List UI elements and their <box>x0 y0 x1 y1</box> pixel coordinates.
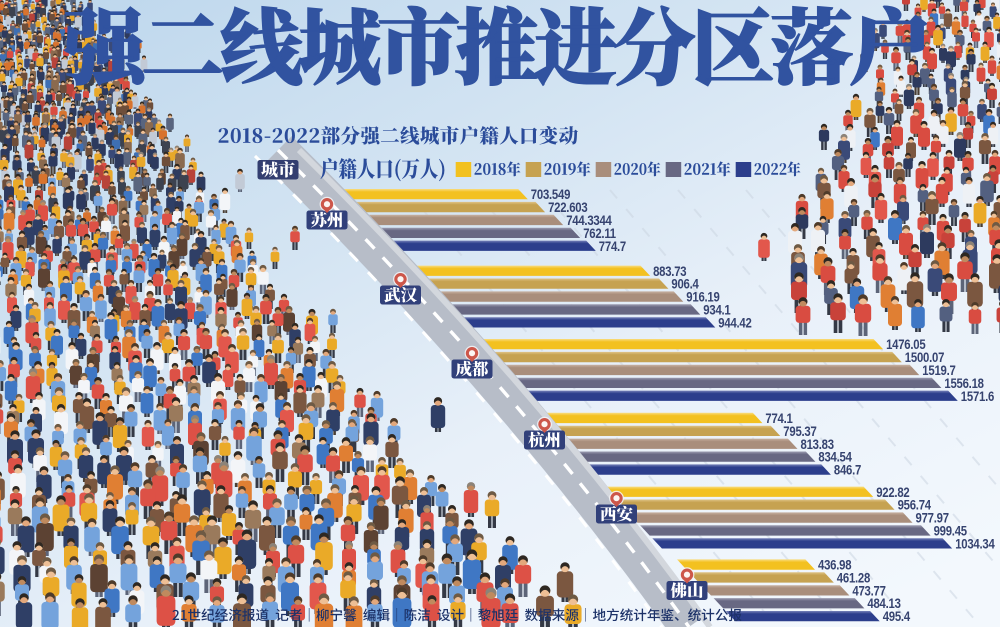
svg-text:795.37: 795.37 <box>783 423 816 440</box>
svg-text:774.1: 774.1 <box>765 410 792 427</box>
svg-text:813.83: 813.83 <box>801 436 834 453</box>
svg-text:1519.7: 1519.7 <box>922 362 955 379</box>
svg-text:999.45: 999.45 <box>934 522 967 539</box>
svg-text:484.13: 484.13 <box>867 595 900 612</box>
svg-text:956.74: 956.74 <box>898 496 932 513</box>
svg-text:722.603: 722.603 <box>548 199 587 216</box>
svg-text:922.82: 922.82 <box>876 484 909 501</box>
svg-text:473.77: 473.77 <box>852 582 885 599</box>
svg-text:1556.18: 1556.18 <box>944 375 983 392</box>
svg-text:883.73: 883.73 <box>653 263 686 280</box>
svg-text:906.4: 906.4 <box>671 275 699 292</box>
svg-text:461.28: 461.28 <box>837 569 870 586</box>
svg-text:846.7: 846.7 <box>834 461 861 478</box>
svg-text:1500.07: 1500.07 <box>905 349 944 366</box>
svg-text:934.1: 934.1 <box>703 301 730 318</box>
svg-text:744.3344: 744.3344 <box>566 212 612 229</box>
svg-text:834.54: 834.54 <box>818 448 852 465</box>
svg-text:495.4: 495.4 <box>883 608 911 625</box>
svg-text:774.7: 774.7 <box>599 238 626 255</box>
svg-text:977.97: 977.97 <box>916 509 949 526</box>
svg-text:762.11: 762.11 <box>583 225 616 242</box>
svg-text:944.42: 944.42 <box>718 314 751 331</box>
svg-text:436.98: 436.98 <box>818 556 851 573</box>
svg-text:1571.6: 1571.6 <box>961 388 994 405</box>
svg-text:1034.34: 1034.34 <box>955 535 995 552</box>
svg-text:916.19: 916.19 <box>686 288 719 305</box>
svg-text:1476.05: 1476.05 <box>886 336 925 353</box>
svg-text:703.549: 703.549 <box>531 186 570 203</box>
